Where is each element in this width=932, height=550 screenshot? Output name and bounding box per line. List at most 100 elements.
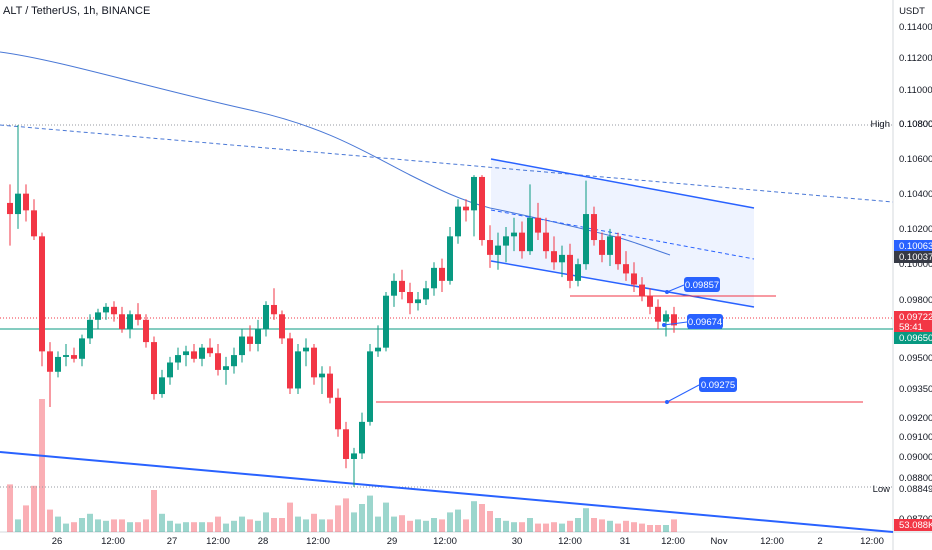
price-tick-label: 0.10400 [899,189,932,200]
volume-bar [655,525,661,532]
volume-bar [639,523,645,532]
volume-bar [503,520,509,532]
price-tag-label: High [870,119,890,130]
volume-bars [7,399,677,532]
candle-body [463,206,469,211]
volume-bar [607,520,613,532]
volume-bar [375,516,381,532]
volume-bar [23,505,29,532]
candle-body [655,306,661,322]
price-tick-label: 0.09800 [899,295,932,306]
volume-bar [167,520,173,532]
candle-body [207,347,213,354]
price-tick-label: 0.08800 [899,473,932,484]
annotation-label: 0.09674 [688,317,722,328]
price-tick-label: 0.09200 [899,413,932,424]
price-tag-value: 0.10800 [899,119,932,130]
candle-body [295,351,301,389]
volume-bar [39,399,45,532]
time-tick-label: 12:00 [206,536,230,547]
price-tag-box [894,321,932,333]
volume-bar [407,520,413,532]
candle-body [455,206,461,237]
candle-body [671,314,677,326]
volume-bar [183,522,189,532]
price-tag-box [894,240,932,252]
candle-body [63,355,69,357]
candle-body [359,421,365,454]
volume-bar [551,522,557,532]
candle-body [567,254,573,281]
price-tick-label: 0.11000 [899,85,932,96]
candle-body [447,236,453,281]
candle-body [311,347,317,378]
candle-body [23,193,29,211]
candle-body [183,351,189,356]
candle-body [575,264,581,281]
volume-bar [359,504,365,532]
annotation-leader [666,284,685,293]
volume-bar [559,523,565,532]
candle-body [559,254,565,263]
candle-body [55,356,61,372]
volume-bar [631,522,637,532]
price-tag-value: 58:41 [899,322,923,333]
candle-body [87,319,93,339]
volume-bar [47,509,53,532]
price-tick-label: 0.10600 [899,154,932,165]
price-tag-box [894,251,932,263]
candle-body [487,240,493,255]
volume-bar [87,513,93,532]
candle-body [623,264,629,274]
candle-body [511,232,517,237]
annotation-point [665,290,669,294]
candle-body [79,338,85,359]
candle-body [479,176,485,241]
volume-bar [295,516,301,532]
candle-body [431,267,437,289]
volume-bar [223,523,229,532]
volume-bar [479,504,485,532]
candle-body [471,176,477,211]
time-axis-ticks[interactable]: 26 12:00 27 12:00 28 12:00 29 12:00 30 12:00 31 12:… [52,536,884,547]
candle-body [527,217,533,252]
lower-trend-line [0,451,894,533]
price-tag-value: 53.088K [899,520,932,531]
candle-body [159,377,165,395]
price-tick-label: 0.09100 [899,432,932,443]
time-tick-label: 2 [817,536,822,547]
price-tag-value: 0.08849 [899,484,932,495]
annotation-leader [663,321,688,326]
candle-body [279,314,285,339]
volume-bar [391,516,397,532]
candle-body [407,291,413,304]
volume-bar [423,520,429,532]
volume-bar [15,519,21,532]
candle-body [375,347,381,352]
candle-body [543,232,549,252]
price-tick-label: 0.11200 [899,53,932,64]
candle-body [215,353,221,370]
time-tick-label: 30 [512,536,523,547]
volume-bar [55,516,61,532]
candle-body [439,267,445,281]
volume-bar [95,519,101,532]
volume-bar [367,495,373,532]
candle-body [631,273,637,285]
candle-body [303,347,309,352]
candle-body [351,453,357,459]
candle-body [167,362,173,378]
candle-body [151,342,157,395]
currency-label[interactable]: USDT [899,6,925,17]
candle-body [335,397,341,430]
price-tag-box [894,519,932,531]
price-axis-ticks[interactable]: 0.11400 0.11200 0.11000 0.10800 0.10600 0.104… [899,22,932,525]
volume-bar [191,522,197,532]
volume-bar [199,522,205,532]
volume-bar [383,502,389,532]
time-tick-label: 12:00 [101,536,125,547]
candle-body [551,251,557,263]
